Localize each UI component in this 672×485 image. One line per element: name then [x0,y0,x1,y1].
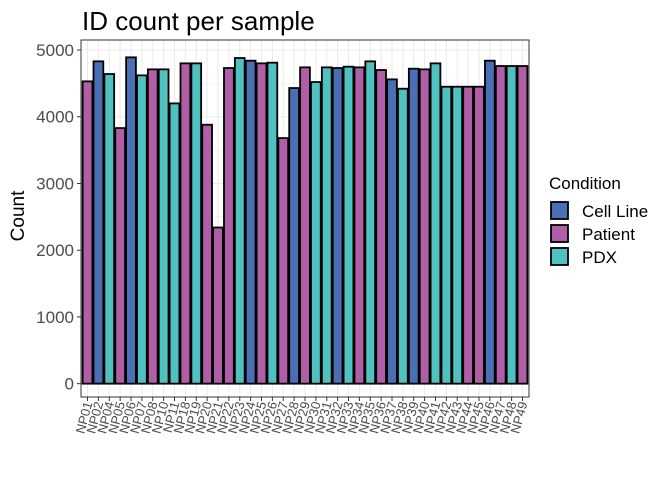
bar-NP02 [92,60,105,385]
bar-NP22 [223,67,235,385]
bar-NP48 [505,65,518,385]
legend-title: Condition [549,174,621,193]
bar-NP21 [212,226,224,385]
bar-NP44 [462,85,474,385]
bar-NP26 [266,61,279,385]
bar-NP07 [136,74,148,385]
legend: Cell Line Patient PDX [550,201,648,267]
bar-NP20 [201,123,213,385]
bar-NP10 [157,68,170,385]
bar-NP05 [114,127,126,385]
bar-NP30 [310,81,322,385]
bar-NP24 [244,59,257,385]
bar-NP36 [375,69,387,385]
bar-NP45 [473,85,485,385]
legend-label: PDX [582,248,617,267]
bar-NP46 [484,59,496,385]
bar-NP25 [255,62,268,385]
bar-NP43 [451,85,464,385]
y-tick-label: 2000 [36,241,74,260]
legend-label: Cell Line [582,202,648,221]
x-axis-ticks: NP01NP02NP04NP05NP06NP07NP08NP10NP11NP18… [73,397,530,435]
bar-NP37 [386,78,398,385]
legend-label: Patient [582,225,635,244]
bar-NP40 [418,68,431,385]
bar-NP35 [364,60,377,385]
chart-title: ID count per sample [82,6,315,36]
bar-NP04 [103,73,116,385]
legend-key-patient [550,224,569,243]
y-axis-ticks: 0 1000 2000 3000 4000 5000 [36,41,81,394]
y-tick-label: 4000 [36,108,74,127]
y-tick-label: 5000 [36,41,74,60]
y-tick-label: 3000 [36,174,74,193]
bar-NP41 [429,62,442,385]
bar-NP11 [168,102,181,385]
bar-NP42 [440,85,453,385]
bar-NP28 [288,87,300,385]
bar-NP06 [125,56,137,385]
bar-NP01 [81,80,94,385]
bar-NP34 [353,66,366,385]
bar-NP32 [331,67,344,385]
bar-NP38 [397,87,409,385]
bar-NP23 [233,57,246,385]
bar-NP49 [516,65,529,385]
legend-key-pdx [550,247,569,266]
legend-key-cell-line [550,201,569,220]
bar-NP19 [190,62,203,385]
y-axis-title: Count [8,190,29,241]
bar-NP31 [320,66,333,385]
bar-NP18 [179,62,192,385]
bar-NP08 [146,68,159,385]
bar-NP47 [494,65,507,385]
bar-NP29 [299,66,311,385]
bar-NP33 [342,65,355,385]
bars [81,56,529,385]
bar-NP39 [407,67,420,385]
y-tick-label: 0 [65,375,74,394]
y-tick-label: 1000 [36,308,74,327]
bar-NP27 [277,137,290,385]
